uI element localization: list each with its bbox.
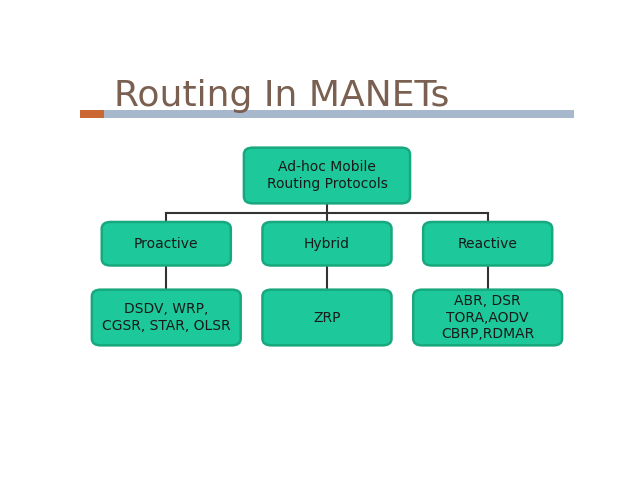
FancyBboxPatch shape <box>244 148 410 204</box>
FancyBboxPatch shape <box>413 290 562 345</box>
Bar <box>80 110 574 118</box>
Text: Ad-hoc Mobile
Routing Protocols: Ad-hoc Mobile Routing Protocols <box>267 160 387 191</box>
FancyBboxPatch shape <box>92 290 241 345</box>
FancyBboxPatch shape <box>423 222 553 265</box>
FancyBboxPatch shape <box>262 290 392 345</box>
Text: Reactive: Reactive <box>457 237 517 251</box>
Bar <box>80 110 105 118</box>
Text: DSDV, WRP,
CGSR, STAR, OLSR: DSDV, WRP, CGSR, STAR, OLSR <box>102 302 230 332</box>
Text: ZRP: ZRP <box>313 310 341 324</box>
FancyBboxPatch shape <box>262 222 392 265</box>
FancyBboxPatch shape <box>101 222 231 265</box>
Text: Proactive: Proactive <box>134 237 198 251</box>
Text: Hybrid: Hybrid <box>304 237 350 251</box>
Text: Routing In MANETs: Routing In MANETs <box>114 79 450 113</box>
Text: ABR, DSR
TORA,AODV
CBRP,RDMAR: ABR, DSR TORA,AODV CBRP,RDMAR <box>441 294 534 341</box>
